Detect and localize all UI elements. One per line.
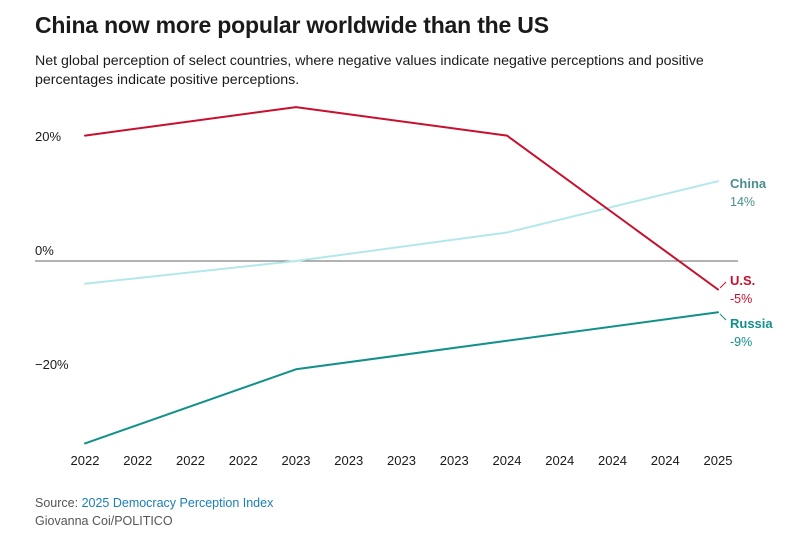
x-tick-label: 2023 <box>387 453 416 468</box>
x-tick-label: 2024 <box>545 453 574 468</box>
x-tick-label: 2025 <box>704 453 733 468</box>
chart-footer: Source: 2025 Democracy Perception Index … <box>35 494 273 530</box>
series-label-russia: Russia <box>730 316 773 331</box>
series-value-china: 14% <box>730 195 755 209</box>
credit-line: Giovanna Coi/POLITICO <box>35 514 173 528</box>
chart-subtitle: Net global perception of select countrie… <box>35 53 704 88</box>
source-line: Source: 2025 Democracy Perception Index <box>35 494 273 512</box>
series-value-russia: -9% <box>730 335 752 349</box>
x-tick-label: 2023 <box>334 453 363 468</box>
x-tick-label: 2022 <box>176 453 205 468</box>
source-link[interactable]: 2025 Democracy Perception Index <box>81 496 274 510</box>
leader-line-russia <box>719 313 727 321</box>
series-line-china <box>84 180 719 285</box>
x-tick-label: 2024 <box>493 453 522 468</box>
x-tick-label: 2024 <box>598 453 627 468</box>
x-tick-label: 2022 <box>71 453 100 468</box>
leader-line-us <box>719 281 727 289</box>
x-tick-label: 2022 <box>123 453 152 468</box>
series-label-china: China <box>730 176 767 191</box>
chart-title: China now more popular worldwide than th… <box>35 12 549 38</box>
series-label-us: U.S. <box>730 273 755 288</box>
y-tick-label: 0% <box>35 243 54 258</box>
x-tick-label: 2023 <box>440 453 469 468</box>
series-line-us <box>84 106 719 291</box>
x-tick-label: 2022 <box>229 453 258 468</box>
source-prefix: Source: <box>35 496 82 510</box>
y-tick-label: −20% <box>35 357 69 372</box>
y-tick-label: 20% <box>35 129 61 144</box>
series-line-russia <box>84 311 719 445</box>
x-tick-label: 2024 <box>651 453 680 468</box>
series-value-us: -5% <box>730 292 752 306</box>
x-tick-label: 2023 <box>282 453 311 468</box>
